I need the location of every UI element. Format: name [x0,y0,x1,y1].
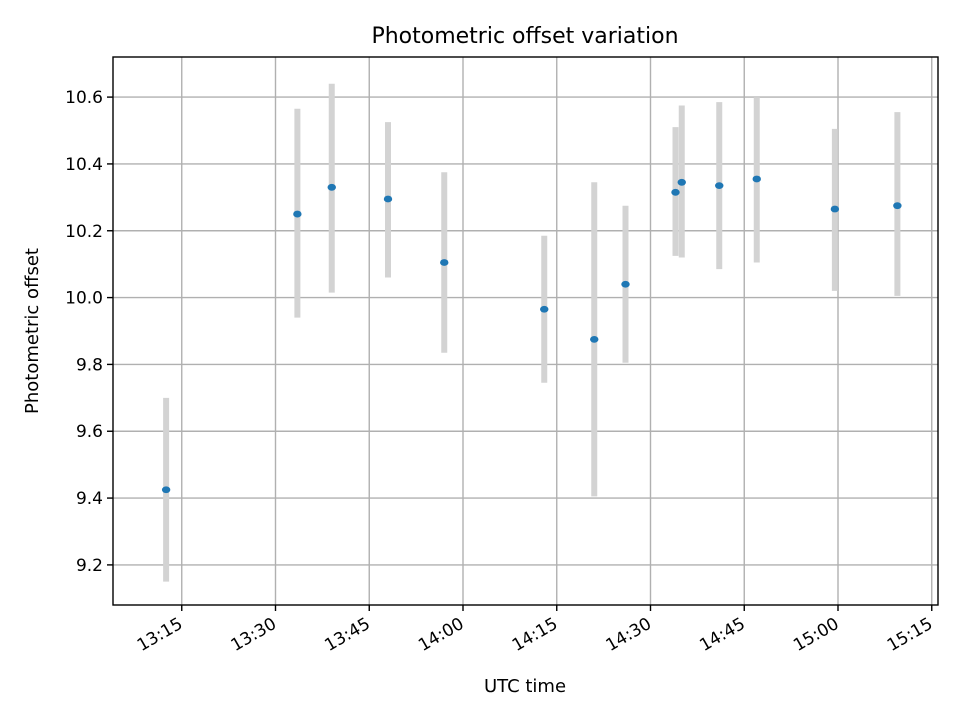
data-point [830,205,840,213]
x-tick-label: 14:00 [415,614,467,656]
x-axis-label: UTC time [484,676,566,697]
y-tick-label: 9.4 [76,489,103,509]
data-point [677,178,686,186]
data-point [590,335,599,343]
data-point [540,305,549,313]
y-axis-ticks: 9.2 9.4 9.6 9.8 10.0 10.2 10.4 10.6 [65,88,113,576]
data-point [671,188,680,196]
grid [113,57,938,605]
data-point [621,280,630,288]
data-point [383,195,393,203]
data-points [161,175,902,494]
y-tick-label: 10.0 [65,289,103,309]
x-tick-label: 13:30 [228,614,280,656]
data-point [893,202,902,210]
chart-title: Photometric offset variation [371,24,678,49]
x-tick-label: 14:30 [603,614,655,656]
y-tick-label: 10.6 [65,88,103,108]
y-tick-label: 10.4 [65,155,103,175]
x-tick-label: 14:15 [509,614,561,656]
x-axis-ticks: 13:15 13:30 13:45 14:00 14:15 14:30 14:45 15:00… [134,605,936,656]
x-tick-label: 13:15 [134,614,186,656]
plot-frame [112,56,939,606]
x-tick-label: 15:15 [884,614,936,656]
x-tick-label: 15:00 [790,614,842,656]
data-point [293,210,302,218]
x-tick-label: 13:45 [321,614,373,656]
y-tick-label: 9.8 [76,355,103,375]
data-point [752,175,761,183]
y-tick-label: 10.2 [65,222,103,242]
y-tick-label: 9.2 [76,556,103,576]
y-tick-label: 9.6 [76,422,103,442]
data-point [440,259,449,266]
data-point [327,183,336,191]
x-tick-label: 14:45 [696,614,748,656]
y-axis-label: Photometric offset [22,248,43,414]
data-point [715,182,724,190]
data-point [161,486,171,494]
